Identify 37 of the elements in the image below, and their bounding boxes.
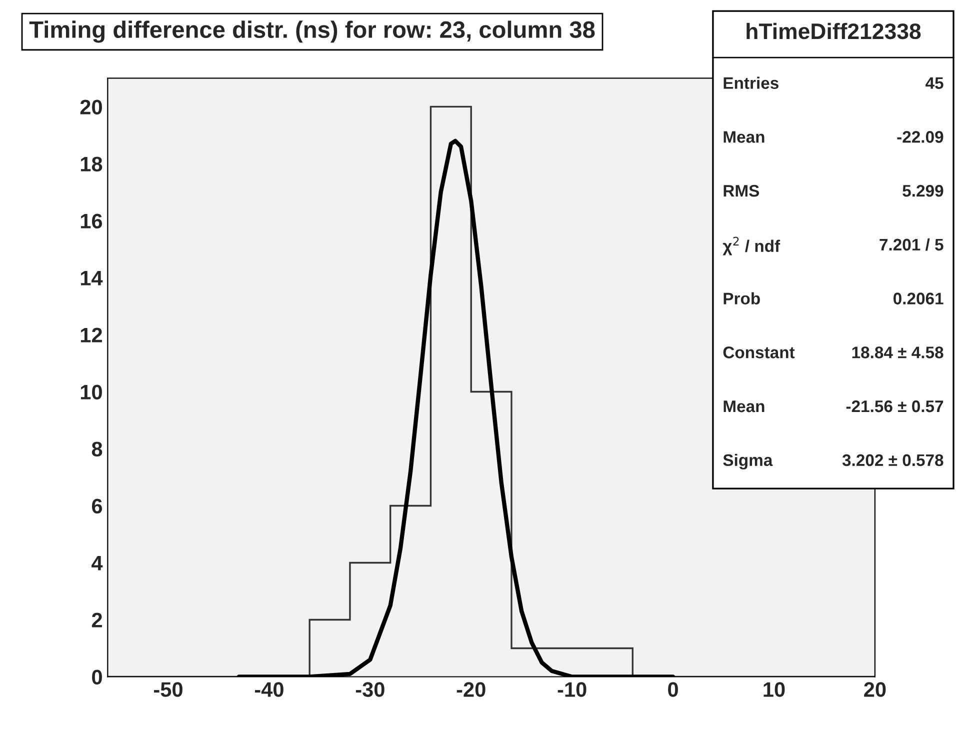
annotation: Mean	[724, 131, 764, 143]
text: 5.299	[902, 184, 944, 197]
x-tick-label: 20	[864, 682, 886, 697]
text: 7.201 / 5	[880, 238, 944, 251]
x-tick-label: -10	[558, 682, 586, 697]
annotation: χ$^{2}$ / ndf	[722, 236, 780, 256]
x-tick-label: -20	[456, 682, 486, 697]
text: 45	[926, 77, 944, 89]
y-tick-label: 0	[92, 670, 102, 684]
annotation: Prob	[724, 292, 760, 304]
annotation: Sigma	[723, 454, 773, 470]
annotation: RMS	[724, 184, 760, 197]
y-tick-label: 14	[80, 270, 103, 286]
annotation: 18.84 ± 4.58	[852, 346, 944, 358]
annotation: Entries	[724, 76, 778, 89]
y-tick-label: 10	[80, 384, 102, 400]
y-tick-label: 2	[92, 612, 102, 628]
y-tick-label: 4	[92, 556, 103, 570]
y-tick-label: 8	[92, 442, 102, 456]
chart-title: Timing difference distr. (ns) for row: 23, column 38	[29, 20, 595, 43]
x-tick-label: 0	[668, 682, 678, 697]
annotation: 3.202 ± 0.578	[842, 454, 944, 466]
text: hTimeDiff212338	[746, 22, 921, 40]
y-tick-label: 12	[80, 328, 102, 342]
y-tick-label: 20	[80, 100, 102, 114]
x-tick-label: -30	[356, 682, 384, 697]
text: -22.09	[897, 131, 944, 143]
annotation: Mean	[724, 400, 764, 412]
x-tick-label: -40	[254, 682, 284, 697]
annotation: -21.56 ± 0.57	[846, 400, 944, 412]
x-tick-label: -50	[154, 682, 182, 697]
annotation: Constant	[723, 346, 795, 358]
y-tick-label: 16	[80, 214, 102, 228]
y-tick-label: 18	[80, 156, 102, 172]
y-tick-label: 6	[92, 498, 102, 514]
x-tick-label: 10	[764, 682, 785, 697]
text: 0.2061	[893, 292, 944, 304]
